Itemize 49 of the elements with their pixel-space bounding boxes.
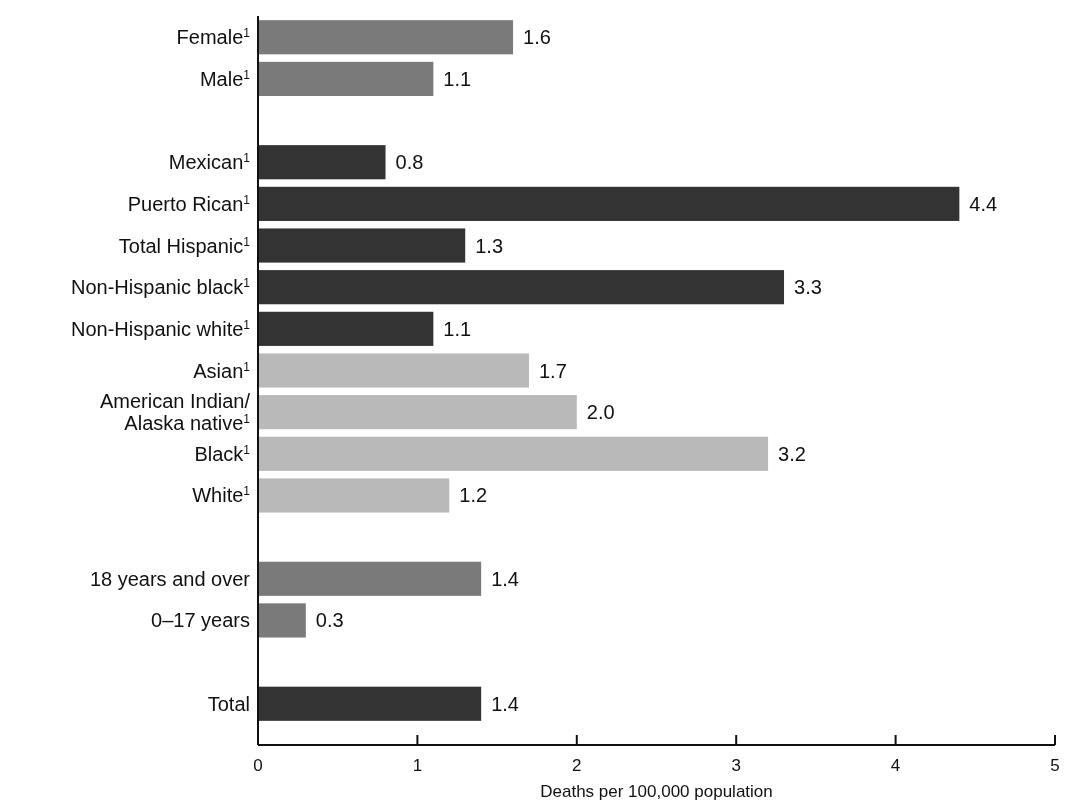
bar (258, 228, 466, 263)
data-label: 1.1 (443, 67, 472, 90)
x-tick-label: 3 (731, 756, 741, 775)
data-label: 1.2 (459, 484, 488, 507)
bar (258, 436, 769, 471)
bar (258, 311, 434, 346)
y-tick-label: Black$^{1}$ (194, 442, 251, 465)
data-label: 1.1 (443, 317, 472, 340)
data-label: 3.3 (794, 276, 822, 299)
data-label: 1.6 (523, 26, 551, 49)
x-tick-label: 2 (572, 756, 582, 775)
bar (258, 270, 785, 305)
bar (258, 478, 450, 513)
y-tick-label: Female$^{1}$ (176, 26, 251, 49)
y-tick-label: Non-Hispanic black$^{1}$ (71, 276, 251, 299)
y-tick-label: Asian$^{1}$ (193, 359, 251, 382)
x-tick-label: 4 (890, 756, 901, 775)
y-tick-label: Total (207, 692, 250, 715)
data-label: 3.2 (778, 442, 806, 465)
bar (258, 686, 482, 721)
data-label: 1.4 (491, 567, 519, 590)
data-label: 0.3 (315, 609, 344, 632)
data-label: 0.8 (395, 151, 424, 174)
data-label: 1.7 (538, 359, 567, 382)
bar (258, 353, 529, 388)
y-tick-label: White$^{1}$ (192, 484, 251, 507)
bar (258, 561, 482, 596)
data-label: 4.4 (969, 192, 998, 215)
y-tick-label: Non-Hispanic white$^{1}$ (71, 317, 251, 340)
data-label: 1.3 (475, 234, 504, 257)
y-tick-label: 0–17 years (151, 609, 250, 632)
y-tick-label: Total Hispanic$^{1}$ (118, 234, 251, 257)
bar (258, 20, 514, 55)
data-label: 2.0 (586, 401, 615, 424)
y-tick-label: Mexican$^{1}$ (168, 151, 251, 174)
y-tick-label: 18 years and over (89, 567, 251, 590)
y-tick-label: Male$^{1}$ (199, 67, 251, 90)
data-label: 1.4 (491, 692, 519, 715)
x-tick-label: 0 (253, 756, 263, 775)
bar (258, 603, 306, 638)
bar (258, 61, 434, 96)
bar (258, 145, 386, 180)
x-tick-label: 1 (412, 756, 423, 775)
x-tick-label: 5 (1050, 756, 1060, 775)
bar (258, 395, 577, 430)
y-tick-label: Puerto Rican$^{1}$ (127, 192, 251, 215)
bar (258, 186, 960, 221)
y-tick-label: American Indian/ Alaska native$^{1}$ (99, 390, 251, 435)
x-axis-title: Deaths per 100,000 population (540, 782, 773, 801)
